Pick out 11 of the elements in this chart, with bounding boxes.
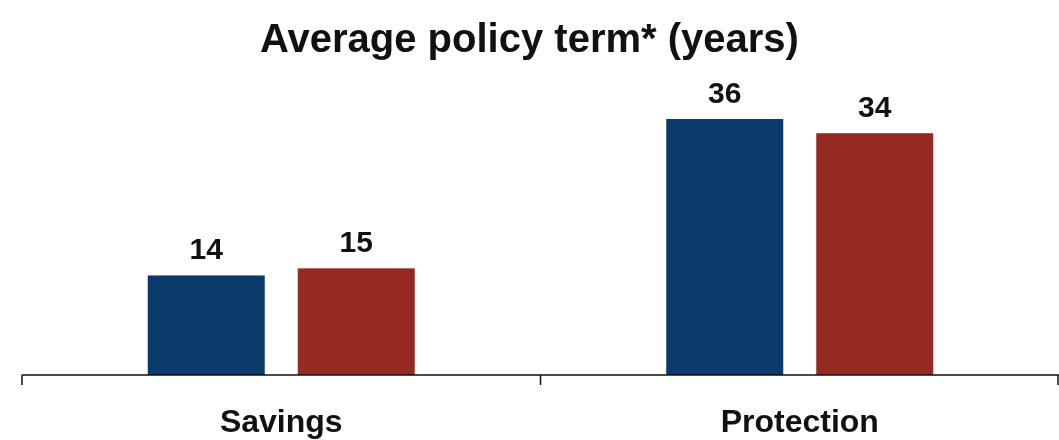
x-tick-label: Protection	[720, 403, 879, 439]
data-label: 14	[189, 232, 224, 266]
bar	[147, 275, 265, 375]
bar	[297, 268, 415, 375]
x-tick-label: Savings	[219, 403, 343, 439]
bar	[816, 133, 934, 375]
data-label: 15	[339, 225, 373, 259]
chart-title: Average policy term* (years)	[260, 16, 799, 60]
data-label: 36	[708, 76, 742, 109]
bar	[666, 119, 784, 375]
data-label: 34	[858, 90, 892, 124]
